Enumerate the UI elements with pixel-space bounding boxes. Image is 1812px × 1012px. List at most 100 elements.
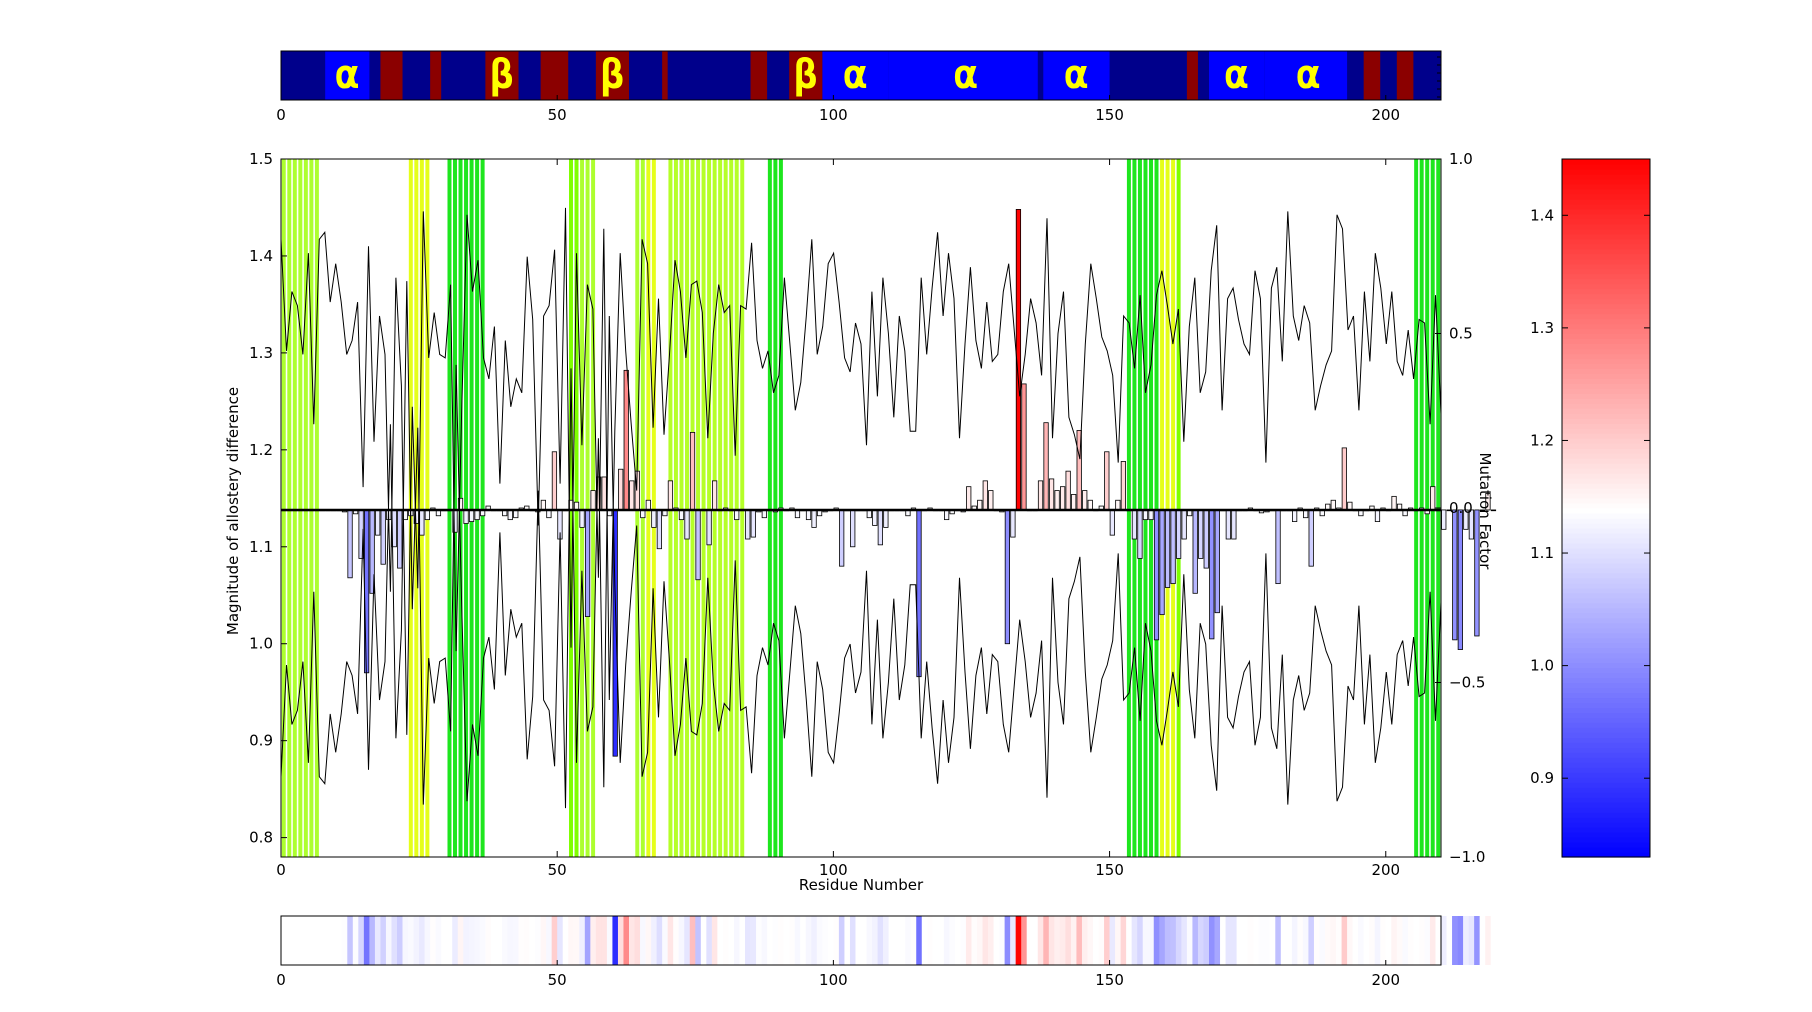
strip-cell [1247,916,1254,965]
ss-strand-segment [1363,51,1381,100]
allostery-bar [1330,499,1336,511]
colorbar-step [1562,353,1650,360]
allostery-bar [1457,509,1463,650]
ss-x-tick-label: 200 [1371,106,1400,124]
allostery-bar [689,431,696,511]
allostery-bar [684,509,690,540]
ss-strand-segment [540,51,569,100]
strip-cell [1407,916,1414,965]
colorbar-step [1562,173,1650,180]
allostery-bar [656,509,662,550]
strip-cell [1065,916,1072,965]
strip-cell [640,916,646,965]
strip-cell [689,916,696,965]
strip-cell [297,916,304,965]
allostery-bar [1176,509,1182,559]
strip-cell [1363,916,1370,965]
allostery-bar [375,509,381,536]
highlight-stripe [773,159,778,857]
strip-cell [573,916,580,965]
strip-cell [1115,916,1121,965]
allostery-bar [601,476,607,511]
right-y-tick-label: −1.0 [1449,848,1485,866]
colorbar-tick-label: 1.4 [1530,206,1554,224]
allostery-bar [750,509,756,538]
strip-cell [363,916,370,965]
ss-glyph-label: α [1064,52,1088,98]
colorbar-step [1562,183,1650,190]
allostery-bar [850,509,856,548]
colorbar-step [1562,682,1650,689]
colorbar-step [1562,343,1650,350]
allostery-bar [1115,499,1121,511]
strip-cell [805,916,812,965]
highlight-stripe [298,159,303,857]
colorbar-step [1562,283,1650,290]
strip-cell [1048,916,1055,965]
strip-cell [507,916,514,965]
strip-cell [745,916,751,965]
ss-glyph-label: β [794,52,818,98]
allostery-bar [551,451,558,511]
strip-cell [1037,916,1044,965]
allostery-bar [1463,509,1469,530]
strip-cell [490,916,497,965]
strip-cell [756,916,762,965]
strip-cell [783,916,790,965]
allostery-bar [623,369,629,511]
highlight-stripe [1132,159,1137,857]
highlight-stripe [585,159,590,857]
strip-cell [1159,916,1166,965]
colorbar-step [1562,213,1650,220]
colorbar-step [1562,537,1650,544]
strip-cell [988,916,994,965]
strip-cell [949,916,956,965]
right-y-axis-label: Mutation Factor [1476,453,1494,571]
colorbar-step [1562,483,1650,489]
colorbar-step [1562,637,1650,644]
allostery-bar [579,509,585,528]
strip-cell [496,916,503,965]
colorbar-step [1562,767,1650,773]
right-y-tick-label: 0.5 [1449,325,1473,343]
colorbar-step [1562,448,1650,454]
strip-cell [529,916,536,965]
allostery-bar [1159,509,1165,616]
allostery-bar [1214,509,1220,614]
strip-cell [634,916,641,965]
colorbar-step [1562,687,1650,694]
strip-cell [905,916,912,965]
strip-cell [1236,916,1243,965]
allostery-bar [1087,499,1093,511]
strip-cell [341,916,348,965]
colorbar-step [1562,607,1650,614]
colorbar-step [1562,512,1650,519]
strip-cell [1015,916,1022,965]
strip-cell [468,916,475,965]
colorbar-step [1562,288,1650,295]
strip-cell [1358,916,1364,965]
strip-cell [872,916,878,965]
strip-cell [457,916,464,965]
strip-cell [1291,916,1298,965]
strip-cell [667,916,674,965]
allostery-bar [1021,383,1027,511]
strip-cell [562,916,569,965]
ss-glyph-label: α [1296,52,1320,98]
highlight-stripe [1414,159,1419,857]
strip-cell [1070,916,1077,965]
y-tick-label: 1.1 [249,538,273,556]
allostery-bar [1203,509,1209,569]
ss-x-tick-label: 100 [819,106,848,124]
strip-cell [513,916,519,965]
highlight-stripe [640,159,645,857]
allostery-bar [1292,509,1298,522]
colorbar-step [1562,762,1650,768]
strip-cell [358,916,365,965]
strip-cell [551,916,558,965]
colorbar-step [1562,562,1650,569]
colorbar-step [1562,527,1650,534]
strip-cell [706,916,713,965]
strip-cell [336,916,343,965]
y-tick-label: 1.0 [249,635,273,653]
